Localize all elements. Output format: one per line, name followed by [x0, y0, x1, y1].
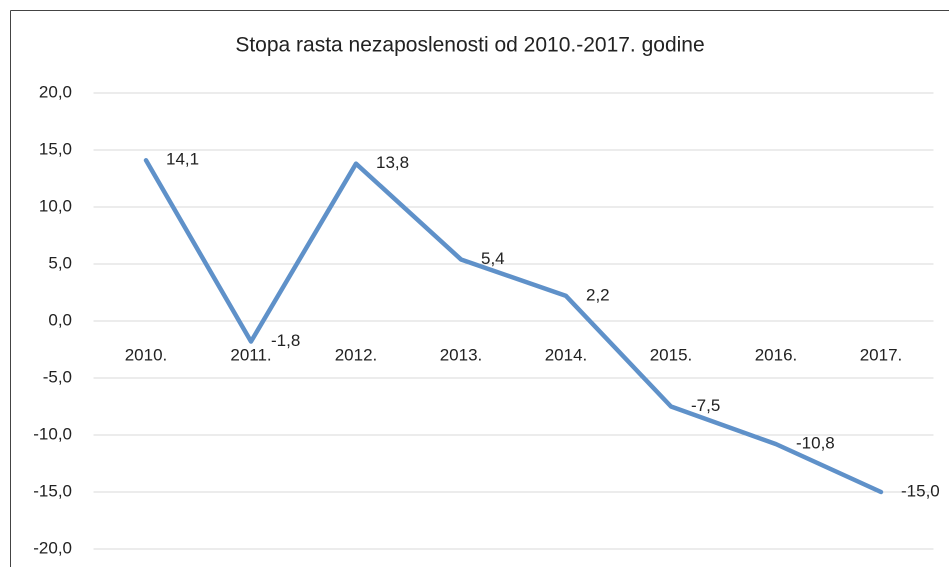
data-label: -15,0 — [901, 481, 940, 500]
data-label: -1,8 — [271, 331, 300, 350]
data-label: -10,8 — [796, 434, 835, 453]
chart-title: Stopa rasta nezaposlenosti od 2010.-2017… — [235, 34, 704, 57]
y-tick-label: 10,0 — [39, 196, 72, 215]
y-tick-label: 0,0 — [48, 310, 72, 329]
data-label: -7,5 — [691, 396, 720, 415]
y-tick-label: 15,0 — [39, 139, 72, 158]
data-label: 2,2 — [586, 285, 610, 304]
y-tick-label: -20,0 — [33, 538, 72, 557]
x-tick-label: 2015. — [650, 345, 693, 364]
data-label: 14,1 — [166, 150, 199, 169]
y-tick-label: 5,0 — [48, 253, 72, 272]
data-line — [143, 158, 884, 495]
x-tick-label: 2014. — [545, 345, 588, 364]
x-tick-label: 2011. — [230, 345, 271, 364]
data-label: 5,4 — [481, 249, 505, 268]
y-tick-label: -5,0 — [43, 367, 72, 386]
y-tick-label: 20,0 — [39, 82, 72, 101]
x-tick-label: 2017. — [860, 345, 903, 364]
x-tick-label: 2010. — [125, 345, 168, 364]
data-label: 13,8 — [376, 153, 409, 172]
x-tick-label: 2012. — [335, 345, 378, 364]
x-tick-label: 2016. — [755, 345, 798, 364]
y-tick-label: -15,0 — [33, 481, 72, 500]
y-tick-label: -10,0 — [33, 424, 72, 443]
x-tick-label: 2013. — [440, 345, 483, 364]
